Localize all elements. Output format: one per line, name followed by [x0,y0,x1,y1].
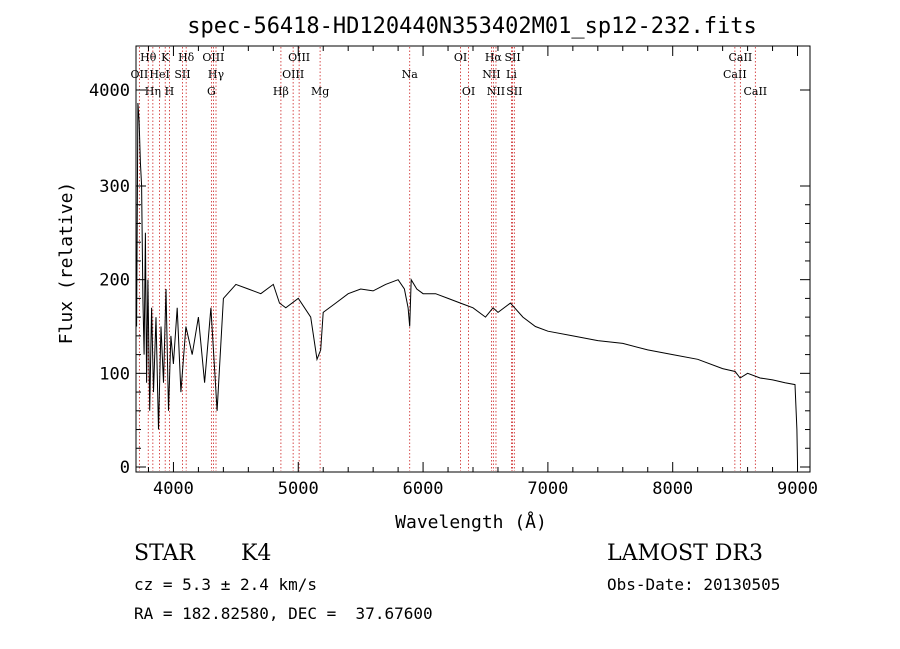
x-tick-label: 8000 [652,479,693,499]
x-axis-label: Wavelength (Å) [395,511,547,533]
x-tick-label: 5000 [278,479,319,499]
line-markers [138,47,756,471]
y-tick-label: 100 [99,364,130,384]
line-label: OIII [288,51,310,64]
survey-name: LAMOST DR3 [607,541,763,566]
line-label: H [165,85,175,98]
line-label: NII [482,68,500,81]
line-label: Hη [145,85,161,98]
line-label: Hδ [178,51,195,64]
line-label: CaII [743,85,767,98]
chart-title: spec-56418-HD120440N353402M01_sp12-232.f… [187,14,757,39]
plot-frame [135,45,811,473]
redshift-text: cz = 5.3 ± 2.4 km/s [134,575,318,594]
line-label: CaII [723,68,747,81]
object-subclass: K4 [241,541,272,566]
object-class: STAR [134,541,195,566]
line-label: Mg [311,85,329,98]
line-label: OIII [202,51,224,64]
line-label: SII [506,85,522,98]
line-label: CaII [729,51,753,64]
line-label: SII [504,51,520,64]
x-tick-label: 4000 [153,479,194,499]
line-label: OII [131,68,149,81]
obs-date-text: Obs-Date: 20130505 [607,575,781,594]
line-label: K [161,51,170,64]
line-labels: Hθ OII Hη HeI K H SII Hδ OIII Hγ G Hβ OIII OIII Mg Na OI… [131,51,768,98]
line-label: Hθ [140,51,157,64]
y-tick-label: 300 [99,177,130,197]
ra-dec-text: RA = 182.82580, DEC = 37.67600 [134,604,433,623]
line-label: HeI [149,68,169,81]
line-label: Hα [485,51,503,64]
y-tick-label: 200 [99,271,130,291]
y-axis-label: Flux (relative) [56,182,77,345]
y-tick-label: 4000 [89,81,130,101]
x-tick-label: 6000 [403,479,444,499]
line-label: OI [462,85,475,98]
line-label: Hγ [208,68,225,81]
line-label: G [207,85,216,98]
y-axis: 0 100 200 300 4000 [89,81,810,478]
line-label: Li [506,68,517,81]
line-label: NII [487,85,505,98]
line-label: Na [402,68,419,81]
x-tick-label: 7000 [527,479,568,499]
line-label: OIII [282,68,304,81]
y-tick-label: 0 [120,458,130,478]
line-label: SII [174,68,190,81]
x-axis: 4000 5000 6000 7000 8000 9000 [147,46,818,499]
line-label: OI [454,51,467,64]
line-label: Hβ [273,85,289,98]
spectrum-line [136,102,798,463]
x-tick-label: 9000 [777,479,818,499]
